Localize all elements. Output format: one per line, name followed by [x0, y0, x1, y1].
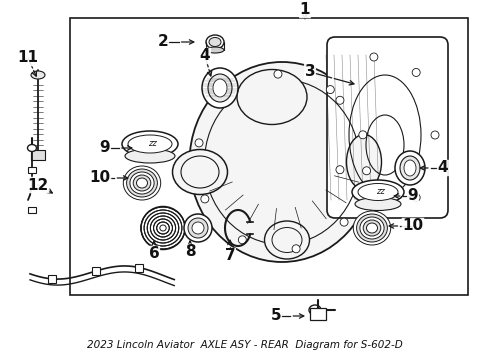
Text: 6: 6 — [148, 247, 159, 261]
Circle shape — [336, 96, 344, 104]
Ellipse shape — [125, 149, 175, 163]
Ellipse shape — [206, 47, 224, 53]
Bar — [92, 267, 99, 275]
Circle shape — [336, 166, 344, 174]
Text: 4: 4 — [438, 161, 448, 175]
Circle shape — [340, 218, 348, 226]
FancyBboxPatch shape — [327, 37, 448, 218]
Circle shape — [363, 167, 370, 175]
Bar — [135, 264, 143, 271]
Ellipse shape — [309, 305, 321, 315]
Bar — [31, 150, 45, 160]
Ellipse shape — [209, 37, 221, 46]
Text: 1: 1 — [300, 3, 310, 18]
Ellipse shape — [206, 35, 224, 49]
Ellipse shape — [202, 68, 238, 108]
Bar — [48, 275, 56, 283]
Bar — [28, 207, 36, 213]
Ellipse shape — [190, 62, 374, 262]
Circle shape — [359, 131, 367, 139]
Circle shape — [274, 70, 282, 78]
Ellipse shape — [31, 71, 45, 79]
Text: 7: 7 — [225, 248, 235, 264]
Ellipse shape — [237, 69, 307, 125]
Text: 12: 12 — [27, 177, 49, 193]
Circle shape — [195, 139, 203, 147]
Circle shape — [238, 236, 246, 244]
Circle shape — [431, 131, 439, 139]
Ellipse shape — [358, 184, 398, 201]
Ellipse shape — [346, 135, 382, 189]
Ellipse shape — [404, 160, 416, 176]
Ellipse shape — [363, 220, 381, 236]
Text: 2023 Lincoln Aviator  AXLE ASY - REAR  Diagram for S-602-D: 2023 Lincoln Aviator AXLE ASY - REAR Dia… — [87, 340, 403, 350]
Ellipse shape — [141, 207, 185, 249]
Ellipse shape — [126, 169, 157, 197]
Text: 10: 10 — [402, 219, 423, 234]
Ellipse shape — [208, 74, 232, 102]
Ellipse shape — [137, 178, 147, 188]
Ellipse shape — [172, 149, 227, 194]
Ellipse shape — [352, 180, 404, 204]
Ellipse shape — [353, 211, 391, 245]
Ellipse shape — [360, 217, 384, 239]
Ellipse shape — [357, 214, 388, 242]
Text: 10: 10 — [90, 171, 111, 185]
Text: 4: 4 — [200, 49, 210, 63]
Circle shape — [370, 209, 378, 217]
Text: 11: 11 — [18, 50, 39, 66]
Ellipse shape — [133, 175, 151, 191]
Bar — [28, 167, 36, 173]
Ellipse shape — [400, 156, 420, 180]
Text: zz: zz — [147, 139, 156, 148]
Ellipse shape — [184, 214, 212, 242]
Ellipse shape — [192, 222, 204, 234]
Text: 2: 2 — [158, 35, 169, 49]
Ellipse shape — [128, 135, 172, 153]
Circle shape — [326, 86, 334, 94]
Ellipse shape — [395, 151, 425, 185]
Text: 9: 9 — [408, 189, 418, 203]
Text: zz: zz — [376, 188, 384, 197]
Ellipse shape — [130, 172, 154, 194]
Text: 3: 3 — [305, 64, 315, 80]
Ellipse shape — [122, 131, 178, 157]
Ellipse shape — [27, 144, 36, 152]
Circle shape — [370, 53, 378, 61]
Circle shape — [292, 245, 300, 253]
Ellipse shape — [265, 221, 310, 259]
Ellipse shape — [367, 223, 377, 233]
Circle shape — [412, 68, 420, 76]
Text: 9: 9 — [99, 140, 110, 156]
Circle shape — [412, 194, 420, 202]
Ellipse shape — [355, 198, 401, 211]
Bar — [310, 308, 326, 320]
Ellipse shape — [213, 79, 227, 97]
Circle shape — [223, 91, 231, 99]
Ellipse shape — [188, 218, 208, 238]
Text: 5: 5 — [270, 309, 281, 324]
Ellipse shape — [123, 166, 161, 200]
Circle shape — [201, 195, 209, 203]
Text: 8: 8 — [185, 244, 196, 260]
Bar — [70, 18, 468, 295]
